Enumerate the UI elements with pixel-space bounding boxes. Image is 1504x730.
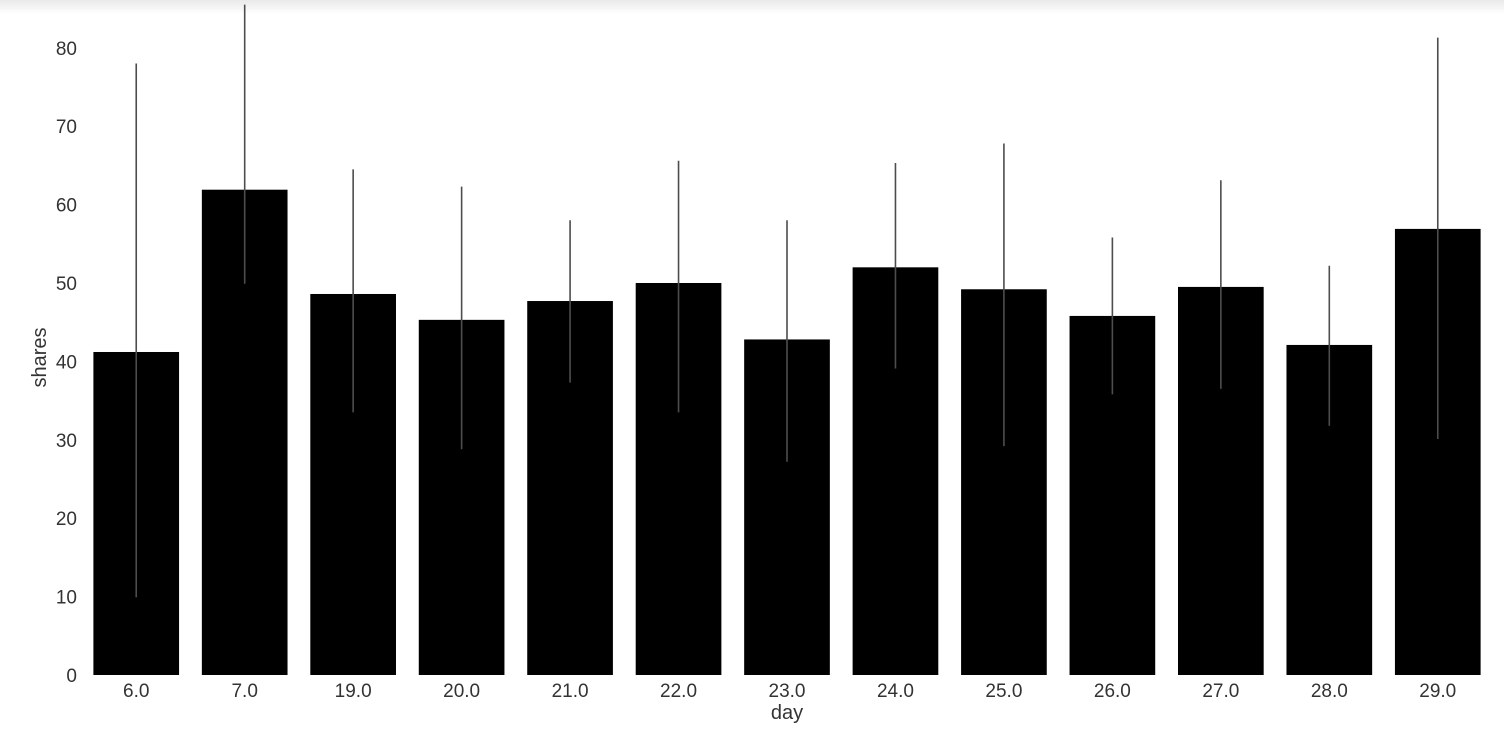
x-tick-label: 26.0 [1094,681,1131,702]
y-tick-label: 20 [56,509,77,530]
x-axis-ticks: 6.0 7.0 19.0 20.0 21.0 22.0 23.0 24.0 25.0 26.0 27… [123,681,1456,702]
y-tick-label: 50 [56,274,77,295]
x-tick-label: 29.0 [1419,681,1456,702]
x-tick-label: 20.0 [443,681,480,702]
y-axis-title: shares [29,327,51,387]
top-shadow [0,0,1504,14]
x-tick-label: 23.0 [769,681,806,702]
error-bars-layer [135,4,1439,598]
x-tick-label: 27.0 [1202,681,1239,702]
x-tick-label: 28.0 [1311,681,1348,702]
y-tick-label: 70 [56,117,77,138]
y-axis-ticks: 0 10 20 30 40 50 60 70 80 [56,39,77,687]
x-tick-label: 7.0 [231,681,257,702]
x-tick-label: 21.0 [552,681,589,702]
x-tick-label: 19.0 [335,681,372,702]
y-tick-label: 10 [56,588,77,609]
y-tick-label: 40 [56,352,77,373]
y-tick-label: 80 [56,39,77,60]
x-tick-label: 24.0 [877,681,914,702]
y-tick-label: 60 [56,196,77,217]
x-axis-title: day [771,702,803,724]
y-tick-label: 0 [66,666,77,687]
x-tick-label: 25.0 [985,681,1022,702]
x-tick-label: 6.0 [123,681,149,702]
y-tick-label: 30 [56,431,77,452]
x-tick-label: 22.0 [660,681,697,702]
